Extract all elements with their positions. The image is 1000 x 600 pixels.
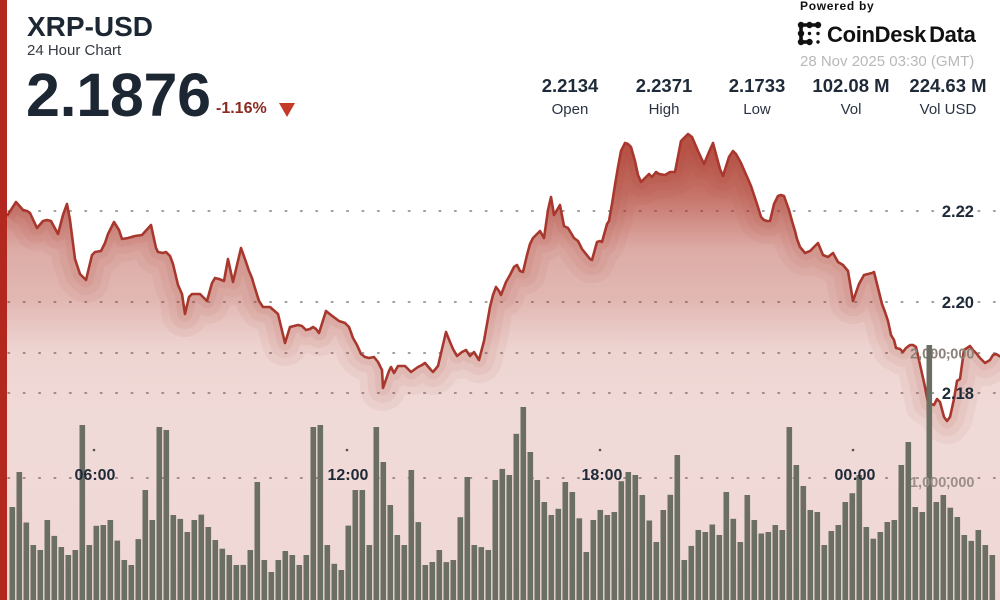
svg-text:1,000,000: 1,000,000 (910, 475, 975, 491)
svg-text:18:00: 18:00 (582, 467, 623, 484)
svg-text:2.20: 2.20 (942, 294, 974, 312)
svg-text:2.22: 2.22 (942, 203, 974, 221)
svg-text:2,000,000: 2,000,000 (910, 347, 975, 363)
svg-text:00:00: 00:00 (835, 467, 876, 484)
svg-text:2.18: 2.18 (942, 385, 974, 403)
svg-text:12:00: 12:00 (328, 467, 369, 484)
svg-text:06:00: 06:00 (75, 467, 116, 484)
